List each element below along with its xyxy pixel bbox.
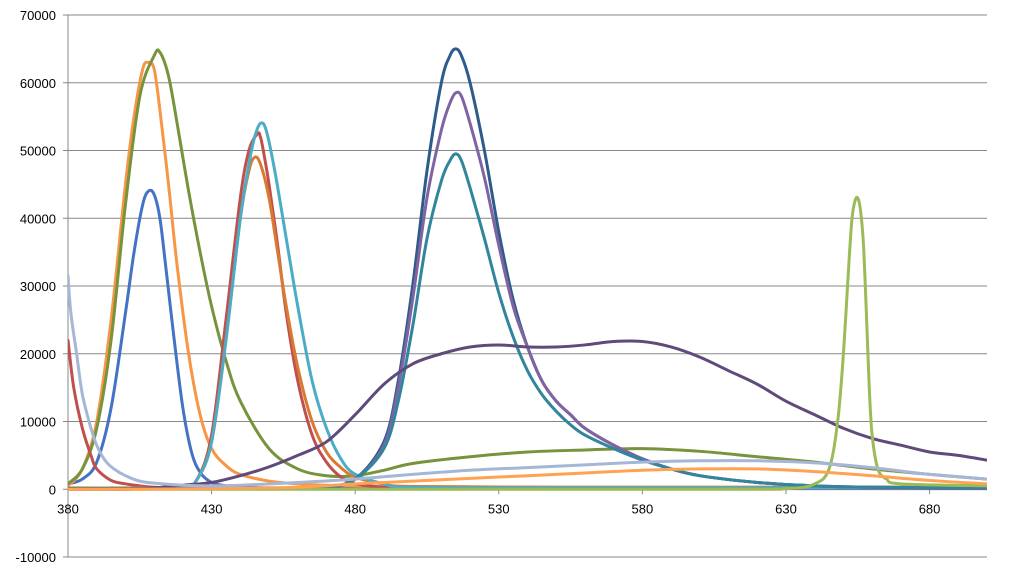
x-tick-label: 430 <box>201 501 223 516</box>
series-line-11 <box>68 195 987 491</box>
x-tick-label: 630 <box>775 501 797 516</box>
series-line-10 <box>68 339 987 491</box>
y-tick-label: 30000 <box>20 279 56 294</box>
x-tick-label: 580 <box>632 501 654 516</box>
x-tick-label: 480 <box>344 501 366 516</box>
y-tick-label: 0 <box>49 482 56 497</box>
y-tick-label: 70000 <box>20 8 56 23</box>
x-tick-label: 530 <box>488 501 510 516</box>
series-line-1 <box>68 188 987 491</box>
series-line-9 <box>68 152 987 491</box>
y-tick-label: -10000 <box>16 550 56 565</box>
x-tick-label: 680 <box>919 501 941 516</box>
y-tick-label: 20000 <box>20 347 56 362</box>
x-tick-label: 380 <box>57 501 79 516</box>
series-line-13 <box>68 274 987 488</box>
series-line-3 <box>68 48 987 486</box>
y-tick-label: 60000 <box>20 76 56 91</box>
y-tick-label: 50000 <box>20 144 56 159</box>
y-tick-label: 10000 <box>20 415 56 430</box>
tick-labels: -10000 0 10000 20000 30000 40000 50000 60000 700… <box>16 8 941 565</box>
series-lines <box>68 47 987 491</box>
y-tick-label: 40000 <box>20 211 56 226</box>
series-line-12 <box>68 467 987 491</box>
